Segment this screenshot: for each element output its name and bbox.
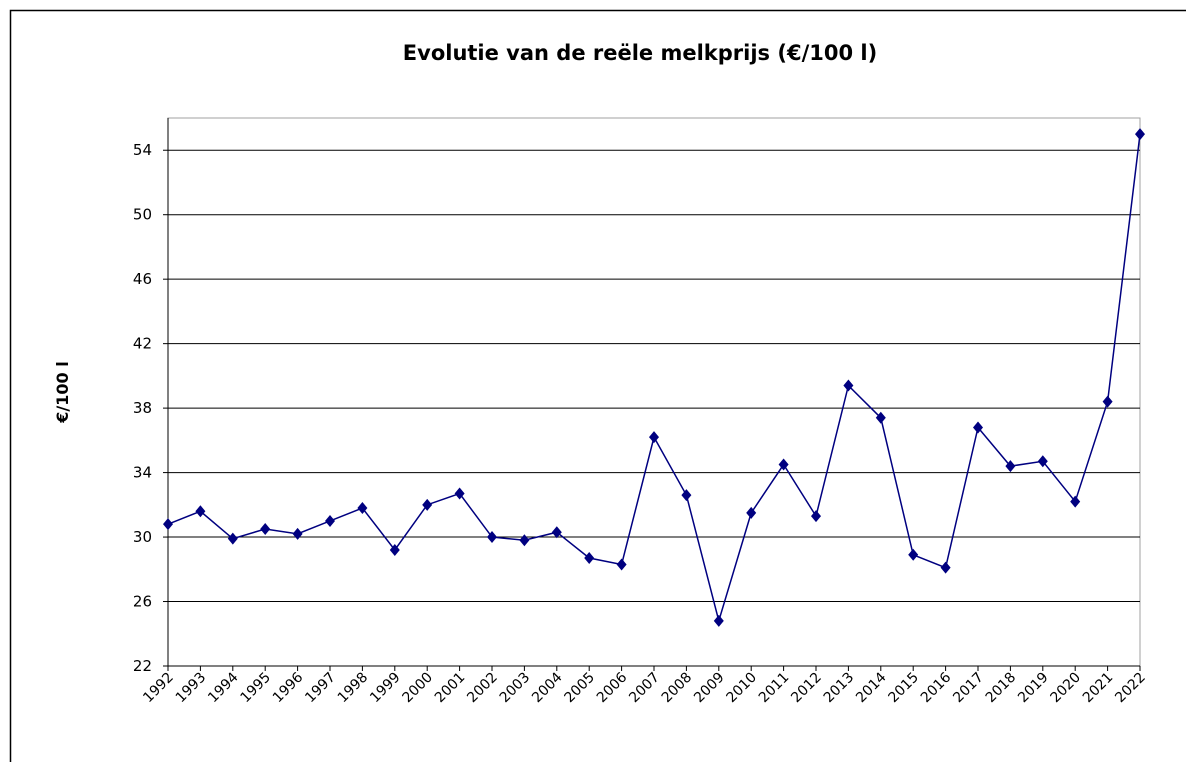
x-tick-label: 2014 xyxy=(853,669,890,706)
x-tick-label: 2002 xyxy=(464,670,501,707)
x-tick-label: 2004 xyxy=(529,669,566,706)
y-tick-label: 50 xyxy=(133,206,152,224)
x-tick-label: 2013 xyxy=(821,670,858,707)
y-tick-label: 42 xyxy=(133,335,152,353)
plot-area xyxy=(168,118,1140,666)
x-tick-label: 2000 xyxy=(400,670,437,707)
y-tick-label: 38 xyxy=(133,399,152,417)
x-tick-label: 1995 xyxy=(238,670,275,707)
x-tick-label: 1993 xyxy=(173,670,210,707)
y-tick-label: 30 xyxy=(133,528,152,546)
x-tick-label: 2009 xyxy=(691,670,728,707)
x-tick-label: 2016 xyxy=(918,669,955,706)
x-tick-label: 2020 xyxy=(1048,670,1085,707)
y-tick-label: 46 xyxy=(133,270,152,288)
x-tick-label: 2019 xyxy=(1015,670,1052,707)
x-tick-label: 1996 xyxy=(270,669,307,706)
x-tick-label: 2015 xyxy=(886,670,923,707)
x-tick-label: 2017 xyxy=(950,670,987,707)
x-tick-label: 2022 xyxy=(1112,670,1149,707)
x-tick-label: 2018 xyxy=(983,670,1020,707)
y-tick-label: 54 xyxy=(133,141,152,159)
x-tick-label: 1994 xyxy=(205,669,242,706)
y-axis-label: €/100 l xyxy=(53,361,72,423)
x-tick-label: 1999 xyxy=(367,670,404,707)
x-tick-label: 2021 xyxy=(1080,670,1117,707)
x-tick-label: 1997 xyxy=(302,670,339,707)
x-tick-label: 1998 xyxy=(335,670,372,707)
x-tick-label: 2010 xyxy=(724,670,761,707)
x-tick-label: 2006 xyxy=(594,669,631,706)
y-tick-label: 22 xyxy=(133,657,152,675)
chart-title: Evolutie van de reële melkprijs (€/100 l… xyxy=(403,41,877,65)
x-tick-label: 2011 xyxy=(756,670,793,707)
x-tick-label: 2007 xyxy=(626,670,663,707)
x-tick-label: 2001 xyxy=(432,670,469,707)
x-tick-label: 2005 xyxy=(562,670,599,707)
x-tick-label: 2008 xyxy=(659,670,696,707)
y-tick-label: 26 xyxy=(133,593,152,611)
x-tick-label: 2012 xyxy=(788,670,825,707)
y-tick-label: 34 xyxy=(133,464,152,482)
x-tick-label: 2003 xyxy=(497,670,534,707)
